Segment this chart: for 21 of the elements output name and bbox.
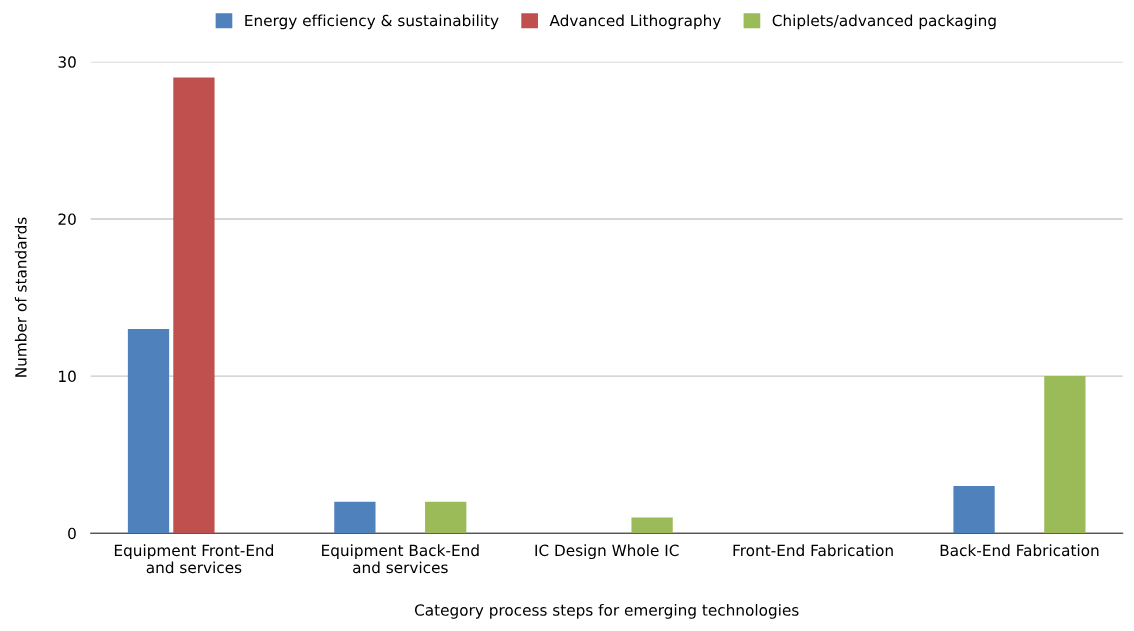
y-axis-title: Number of standards (14, 217, 27, 377)
bar (173, 77, 215, 534)
y-tick-label: 20 (58, 213, 76, 225)
bar (127, 328, 170, 534)
y-tick-label: 10 (59, 370, 76, 383)
x-tick-label: Front-End Fabrication (733, 544, 893, 557)
x-tick-label: IC Design Whole IC (535, 544, 679, 560)
bar (631, 517, 673, 534)
bar (1044, 376, 1086, 534)
bar (953, 486, 995, 534)
legend-label: Chiplets/advanced packaging (772, 14, 996, 30)
bar (334, 501, 376, 534)
legend-label: Energy efficiency & sustainability (245, 14, 499, 30)
y-tick-label: 30 (58, 56, 76, 68)
y-tick-label: 0 (68, 527, 76, 540)
bar (425, 501, 467, 534)
legend-label: Advanced Lithography (549, 14, 721, 30)
x-tick-label: Equipment Back-End and services (322, 544, 479, 574)
x-tick-label: Equipment Front-End and services (114, 544, 274, 574)
x-tick-label: Back-End Fabrication (940, 544, 1099, 557)
x-axis-title: Category process steps for emerging technologies (414, 603, 799, 619)
